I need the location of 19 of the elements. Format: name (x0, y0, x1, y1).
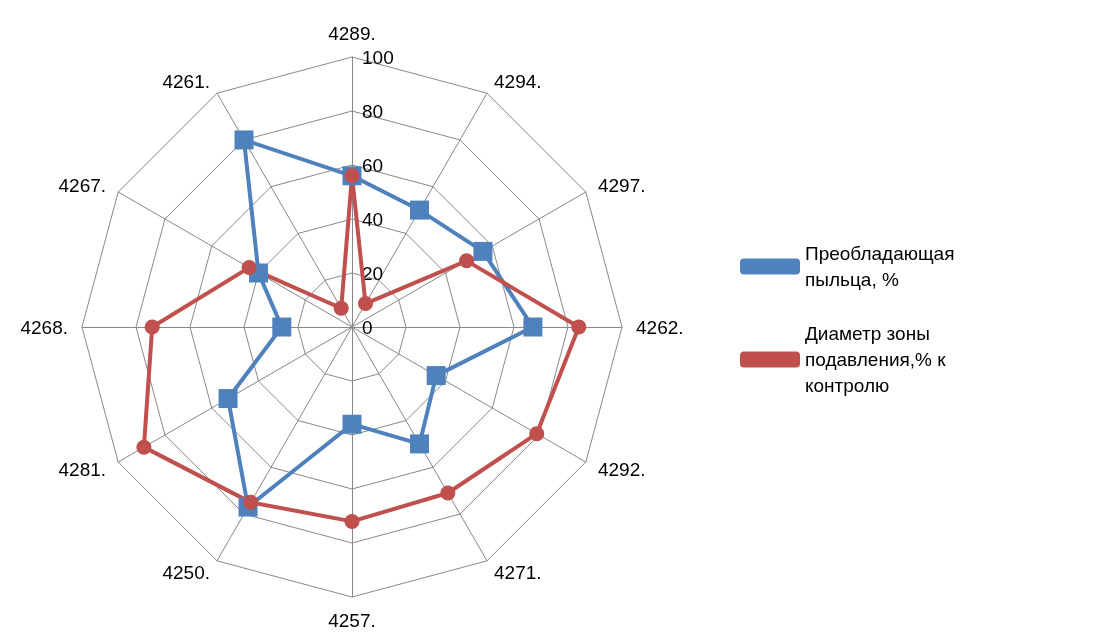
spoke-label: 4262. (636, 316, 684, 338)
y-tick-label: 40 (362, 208, 384, 230)
y-tick-label: 60 (362, 154, 384, 176)
spoke-label: 4257. (328, 610, 376, 631)
spoke-label: 4289. (328, 23, 376, 44)
legend-label: Диаметр зоны подавления,% к контролю (805, 323, 951, 396)
y-tick-label: 100 (362, 46, 394, 68)
y-tick-label: 80 (362, 100, 384, 122)
legend-label: Преобладающая пыльца, % (805, 243, 960, 290)
y-tick-label: 0 (362, 316, 373, 338)
spoke-label: 4294. (494, 70, 542, 92)
spoke-label: 4250. (162, 562, 210, 584)
spoke-label: 4261. (162, 70, 210, 92)
spoke-label: 4292. (597, 458, 646, 480)
spoke-label: 4281. (58, 458, 107, 480)
spoke-label: 4271. (494, 562, 542, 584)
spoke-label: 4268. (20, 316, 68, 338)
spoke-label: 4297. (597, 174, 646, 196)
spoke-label: 4267. (58, 174, 107, 196)
